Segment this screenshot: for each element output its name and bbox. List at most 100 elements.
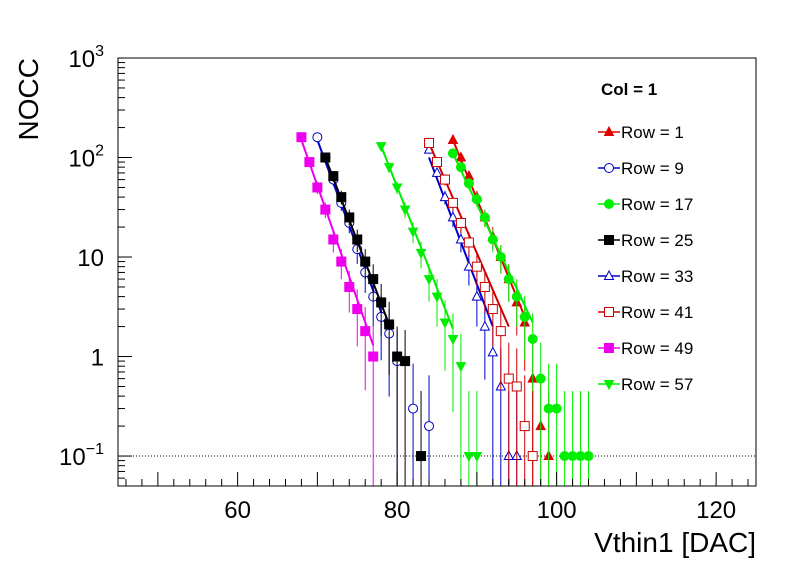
data-point xyxy=(320,152,331,163)
data-point xyxy=(503,274,514,285)
data-point xyxy=(423,275,435,286)
data-point xyxy=(336,192,347,203)
data-point xyxy=(384,319,395,330)
legend-entry: Row = 41 xyxy=(598,303,693,322)
y-tick-label: 10−1 xyxy=(59,441,104,471)
data-point xyxy=(455,362,467,373)
legend-marker xyxy=(604,343,614,353)
data-point xyxy=(360,326,371,337)
legend-entry: Row = 57 xyxy=(598,375,693,394)
data-point xyxy=(455,233,467,244)
legend-label: Row = 33 xyxy=(621,267,693,286)
axes: 60 80 100 120 10−1 1 10 102 103 xyxy=(59,43,749,524)
data-point xyxy=(519,421,530,432)
data-point xyxy=(296,132,307,143)
legend-entry: Row = 33 xyxy=(598,267,693,286)
x-tick-label: 100 xyxy=(537,497,577,524)
data-point xyxy=(455,217,466,228)
data-point xyxy=(463,237,474,248)
data-point xyxy=(447,335,459,346)
data-point xyxy=(408,403,419,414)
data-point xyxy=(312,182,323,193)
data-point xyxy=(583,451,594,462)
data-point xyxy=(471,261,482,272)
legend-entry: Row = 1 xyxy=(598,123,684,142)
series-7 xyxy=(296,132,379,486)
data-point xyxy=(479,212,490,223)
data-point xyxy=(471,452,483,463)
data-point xyxy=(424,137,435,148)
legend-entry: Row = 17 xyxy=(598,195,693,214)
legend-marker xyxy=(603,380,615,391)
data-point xyxy=(416,451,427,462)
data-point xyxy=(415,248,427,259)
data-point xyxy=(424,421,435,432)
data-point xyxy=(527,451,538,462)
data-point xyxy=(479,320,491,331)
data-point xyxy=(344,281,355,292)
y-axis-title: NOCC xyxy=(13,58,44,140)
data-point xyxy=(535,373,546,384)
series-3 xyxy=(447,148,594,486)
data-point xyxy=(391,183,403,194)
legend-label: Row = 49 xyxy=(621,339,693,358)
x-tick-label: 80 xyxy=(384,497,411,524)
legend-marker xyxy=(604,199,614,209)
data-point xyxy=(360,256,371,267)
legend-label: Row = 17 xyxy=(621,195,693,214)
legend-label: Row = 41 xyxy=(621,303,693,322)
legend-marker xyxy=(603,125,615,136)
data-point xyxy=(312,132,323,143)
y-tick-label: 103 xyxy=(68,43,104,73)
legend-marker xyxy=(604,307,614,317)
legend-label: Row = 9 xyxy=(621,159,684,178)
series-4 xyxy=(320,152,427,486)
legend-entry: Row = 25 xyxy=(598,231,693,250)
legend-marker xyxy=(604,235,614,245)
y-tick-label: 102 xyxy=(68,143,104,173)
plot-area xyxy=(118,132,756,486)
data-point xyxy=(447,211,459,222)
data-point xyxy=(479,281,490,292)
data-point xyxy=(432,157,442,168)
data-point xyxy=(328,234,339,245)
data-point xyxy=(471,194,482,205)
fit-line xyxy=(428,142,510,327)
data-point xyxy=(511,381,522,392)
data-point xyxy=(304,157,315,168)
legend-entry: Row = 9 xyxy=(598,159,684,178)
data-point xyxy=(511,291,522,302)
legend-label: Row = 25 xyxy=(621,231,693,250)
data-point xyxy=(431,166,443,177)
legend-label: Row = 57 xyxy=(621,375,693,394)
data-point xyxy=(495,326,506,337)
data-point xyxy=(455,162,466,173)
data-point xyxy=(352,234,363,245)
data-point xyxy=(344,212,355,223)
data-point xyxy=(487,304,498,315)
y-tick-label: 10 xyxy=(77,245,104,272)
data-point xyxy=(527,334,538,345)
x-axis-title: Vthin1 [DAC] xyxy=(594,527,756,558)
data-point xyxy=(447,148,458,159)
data-point xyxy=(368,351,379,362)
legend-label: Row = 1 xyxy=(621,123,684,142)
data-point xyxy=(447,133,459,144)
data-point xyxy=(400,356,411,367)
data-point xyxy=(463,178,474,189)
data-point xyxy=(376,297,387,308)
series-6 xyxy=(424,137,538,486)
legend-marker xyxy=(603,269,615,280)
legend-marker xyxy=(604,163,614,173)
data-point xyxy=(320,204,331,215)
data-point xyxy=(495,252,506,263)
data-point xyxy=(463,452,475,463)
data-point xyxy=(503,373,514,384)
data-point xyxy=(551,403,562,414)
data-point xyxy=(471,290,483,301)
data-point xyxy=(383,163,395,174)
legend-header: Col = 1 xyxy=(601,80,657,99)
data-point xyxy=(368,274,379,285)
